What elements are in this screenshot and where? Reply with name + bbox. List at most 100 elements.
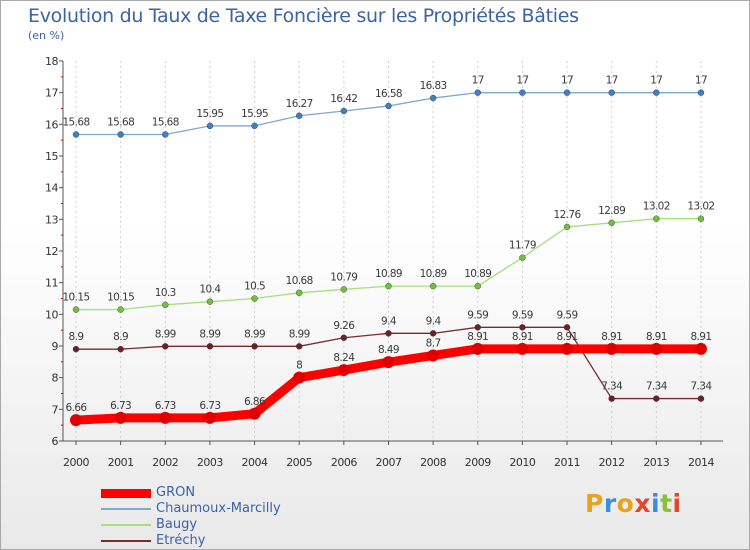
data-label: 15.68 [62, 116, 89, 128]
x-tick-label: 2011 [554, 456, 580, 469]
legend-item: GRON [101, 485, 361, 501]
data-label: 15.95 [241, 108, 268, 120]
legend-item: Baugy [101, 517, 361, 533]
legend-label: Baugy [156, 517, 198, 532]
data-point [117, 131, 124, 138]
y-tick-label: 12 [45, 245, 58, 258]
y-tick-label: 13 [45, 213, 58, 226]
y-tick-label: 17 [45, 87, 58, 100]
data-label: 6.73 [155, 400, 176, 412]
data-label: 6.66 [66, 402, 88, 414]
data-point [608, 219, 615, 227]
data-point [608, 89, 615, 96]
data-point [72, 345, 80, 353]
data-point [114, 411, 127, 424]
data-label: 17 [561, 75, 573, 87]
data-point [117, 306, 124, 313]
data-label: 13.02 [687, 201, 714, 213]
data-point [340, 107, 348, 115]
data-label: 10.3 [155, 287, 176, 299]
data-label: 8.9 [113, 331, 128, 343]
data-point [382, 356, 395, 369]
data-label: 10.89 [464, 268, 491, 280]
data-label: 12.76 [554, 209, 582, 221]
data-point [337, 364, 350, 377]
data-point [206, 122, 214, 130]
legend-label: Etréchy [156, 533, 206, 548]
data-label: 10.4 [199, 284, 221, 296]
x-tick-label: 2012 [599, 456, 625, 469]
data-point [474, 89, 481, 96]
data-label: 8.24 [333, 352, 355, 364]
data-point [516, 342, 529, 355]
data-label: 8.99 [199, 328, 220, 340]
y-tick-label: 15 [45, 150, 58, 163]
legend-swatch [101, 540, 151, 542]
data-point [563, 324, 571, 331]
data-label: 8.9 [69, 331, 84, 343]
x-tick-label: 2009 [465, 456, 491, 469]
x-tick-label: 2004 [242, 456, 268, 469]
data-label: 8.99 [289, 328, 310, 340]
data-point [206, 298, 214, 305]
legend-label: GRON [156, 485, 196, 500]
data-label: 8.91 [601, 331, 622, 343]
data-label: 9.4 [381, 315, 397, 327]
logo-letter: P [585, 489, 604, 518]
data-label: 15.68 [152, 116, 179, 128]
data-point [340, 334, 348, 341]
data-point [519, 89, 526, 96]
legend-swatch [101, 508, 151, 510]
data-label: 17 [606, 75, 618, 87]
data-label: 15.95 [196, 108, 223, 120]
x-tick-label: 2002 [152, 456, 178, 469]
data-label: 8.91 [467, 331, 488, 343]
y-tick-label: 6 [52, 435, 59, 448]
data-label: 16.58 [375, 88, 402, 100]
data-point [474, 282, 481, 290]
data-label: 10.15 [107, 292, 134, 304]
data-point [474, 324, 481, 331]
data-label: 8.91 [512, 331, 533, 343]
x-tick-label: 2014 [688, 456, 714, 469]
data-point [72, 131, 80, 138]
chart-unit-label: (en %) [28, 29, 65, 42]
data-label: 17 [695, 75, 707, 87]
data-point [251, 122, 258, 130]
data-point [563, 223, 571, 231]
data-point [159, 411, 172, 424]
data-label: 10.79 [330, 271, 357, 283]
data-point [697, 395, 705, 402]
legend-label: Chaumoux-Marcilly [156, 501, 281, 516]
data-label: 7.34 [690, 381, 712, 393]
data-label: 6.73 [199, 400, 220, 412]
data-point [293, 371, 306, 384]
data-point [251, 295, 258, 302]
data-point [653, 395, 660, 402]
data-label: 9.59 [557, 309, 578, 321]
data-label: 10.89 [420, 268, 447, 280]
y-tick-label: 7 [52, 403, 59, 416]
logo-letter: r [603, 489, 617, 518]
data-point [296, 343, 303, 350]
data-point [162, 343, 169, 350]
x-tick-label: 2013 [643, 456, 669, 469]
y-tick-label: 10 [45, 308, 58, 321]
data-label: 10.89 [375, 268, 402, 280]
data-point [117, 345, 124, 353]
data-point [653, 89, 660, 96]
data-label: 8 [296, 360, 302, 372]
x-tick-label: 2007 [375, 456, 401, 469]
data-label: 7.34 [646, 381, 668, 393]
data-point [608, 395, 615, 402]
chart-legend: GRON Chaumoux-Marcilly Baugy Etréchy [101, 485, 361, 549]
y-tick-label: 9 [52, 340, 59, 353]
data-point [72, 306, 80, 313]
logo-letter: i [672, 489, 682, 518]
data-label: 16.42 [330, 93, 357, 105]
data-point [605, 342, 618, 355]
data-label: 17 [650, 75, 662, 87]
x-tick-label: 2005 [286, 456, 312, 469]
